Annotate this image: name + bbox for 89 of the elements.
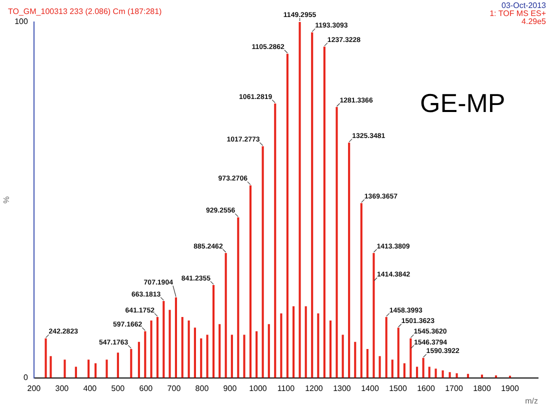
x-tick-label: 1700 <box>445 384 464 393</box>
bar <box>268 324 270 378</box>
x-tick-label: 1900 <box>501 384 520 393</box>
bar <box>410 338 412 378</box>
bar <box>366 349 368 378</box>
bar <box>156 316 159 378</box>
bar <box>206 334 208 378</box>
bar <box>188 320 190 378</box>
bar <box>348 142 350 378</box>
bar <box>237 217 240 378</box>
bar <box>88 360 90 378</box>
x-tick-label: 1400 <box>361 384 380 393</box>
text: 1: TOF MS ES+ <box>490 9 546 18</box>
bar <box>116 352 119 378</box>
bar <box>74 366 77 378</box>
bar <box>280 313 282 378</box>
bar <box>385 316 388 378</box>
x-tick-label: 1300 <box>333 384 352 393</box>
bar <box>150 320 152 378</box>
x-tick-label: 300 <box>55 384 70 393</box>
annotation: 4.29e5 <box>522 17 547 26</box>
bar <box>106 360 108 378</box>
bar <box>144 331 146 378</box>
chart-title: TO_GM_100313 233 (2.086) Cm (187:281) <box>8 7 162 16</box>
bar <box>329 320 332 378</box>
bar <box>94 363 97 378</box>
bar <box>448 372 451 378</box>
text: 03-Oct-2013 <box>502 1 547 10</box>
bar <box>64 360 66 378</box>
bar <box>416 366 418 378</box>
x-tick-label: 800 <box>195 384 210 393</box>
x-tick-label: 500 <box>111 384 126 393</box>
bar <box>256 331 258 378</box>
bar <box>397 328 400 378</box>
bar <box>224 252 227 378</box>
bar <box>422 358 424 378</box>
bar <box>360 203 362 378</box>
bar <box>286 54 288 378</box>
bar <box>354 342 356 378</box>
x-tick-label: 1100 <box>277 384 296 393</box>
bar <box>298 22 301 378</box>
bar <box>243 334 246 378</box>
bar <box>181 316 184 378</box>
bar <box>249 185 252 378</box>
bar <box>317 313 320 378</box>
bar <box>403 363 406 378</box>
bar <box>342 334 344 378</box>
bar <box>212 284 215 378</box>
x-tick-label: 600 <box>139 384 154 393</box>
x-tick-label: 1200 <box>305 384 324 393</box>
bar <box>442 370 444 378</box>
bar <box>162 300 165 378</box>
y-axis-title: % <box>2 196 12 204</box>
bar <box>428 366 430 378</box>
bar <box>292 306 295 378</box>
x-tick-label: 1500 <box>389 384 408 393</box>
bar <box>200 338 202 378</box>
y-tick-label: 100 <box>14 17 28 26</box>
bar <box>323 46 326 378</box>
bar <box>456 373 458 378</box>
bar <box>174 297 178 378</box>
x-tick-label: 900 <box>223 384 238 393</box>
bar <box>262 146 264 378</box>
x-tick-label: 400 <box>83 384 98 393</box>
bar <box>480 374 484 378</box>
x-tick-label: 1800 <box>473 384 492 393</box>
bar <box>304 306 307 378</box>
x-axis-title: m/z <box>525 396 538 406</box>
bar <box>50 356 52 378</box>
bar <box>44 338 47 378</box>
bar <box>274 104 276 378</box>
x-tick-label: 200 <box>27 384 42 393</box>
bar <box>138 342 140 378</box>
y-tick-label: 0 <box>23 373 28 382</box>
bar <box>336 107 338 378</box>
x-tick-label: 1000 <box>249 384 268 393</box>
bar <box>311 32 314 378</box>
x-tick-label: 1600 <box>417 384 436 393</box>
bar <box>378 356 381 378</box>
bar <box>168 310 171 378</box>
bar <box>130 349 132 378</box>
bar <box>391 360 394 378</box>
annotation: GE-MP <box>420 88 506 118</box>
bar <box>194 328 196 378</box>
bar <box>372 252 375 378</box>
bar <box>218 324 221 378</box>
bar <box>434 368 437 378</box>
x-tick-label: 700 <box>167 384 182 393</box>
bar <box>230 334 233 378</box>
